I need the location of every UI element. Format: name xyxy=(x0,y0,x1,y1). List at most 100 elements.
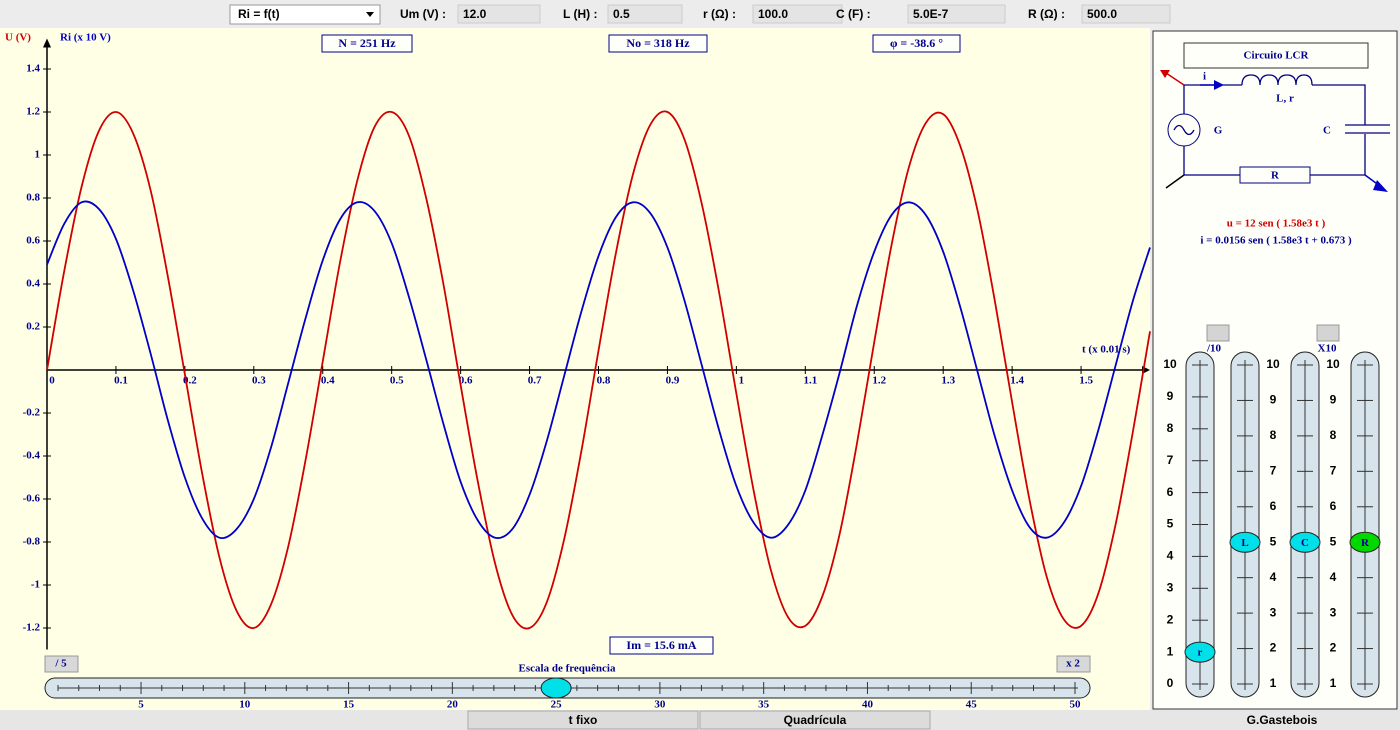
y-tick-label: 1 xyxy=(35,149,41,161)
resistor-label: R xyxy=(1271,170,1280,182)
frequency-tick-label: 25 xyxy=(551,699,563,711)
frequency-tick-label: 20 xyxy=(447,699,459,711)
field-value[interactable]: 5.0E-7 xyxy=(913,7,949,21)
field-value[interactable]: 100.0 xyxy=(758,7,788,21)
multiply-label: X10 xyxy=(1318,343,1337,355)
slider-knob-label[interactable]: C xyxy=(1301,537,1309,549)
slider-tick-label: 6 xyxy=(1167,485,1174,499)
frequency-tick-label: 5 xyxy=(138,699,144,711)
slider-tick-label: 10 xyxy=(1326,357,1340,371)
annotation-box xyxy=(608,34,708,53)
x-tick-label: 1 xyxy=(739,375,745,387)
slider-tick-label: 5 xyxy=(1270,534,1277,548)
increase-button[interactable] xyxy=(1056,655,1091,673)
x-tick-label: 1.3 xyxy=(941,375,955,387)
field-input[interactable] xyxy=(607,4,683,24)
y-tick-label: -0.4 xyxy=(23,450,41,462)
annotation: φ = -38.6 ° xyxy=(890,36,943,50)
x-tick-label: 0.4 xyxy=(321,375,335,387)
mode-select[interactable] xyxy=(229,4,381,25)
slider-knob[interactable] xyxy=(1184,641,1216,663)
current-label: i xyxy=(1203,71,1206,83)
slider-tick-label: 1 xyxy=(1270,676,1277,690)
divide-label: /10 xyxy=(1206,343,1222,355)
slider-knob[interactable] xyxy=(1229,531,1261,553)
capacitor-label: C xyxy=(1323,125,1331,137)
slider-tick-label: 4 xyxy=(1330,570,1337,584)
slider-tick-label: 7 xyxy=(1167,453,1174,467)
slider-tick-label: 6 xyxy=(1270,499,1277,513)
field-input[interactable] xyxy=(1081,4,1171,24)
slider-tick-label: 9 xyxy=(1167,389,1174,403)
frequency-knob[interactable] xyxy=(540,677,572,699)
x-tick-label: 1.4 xyxy=(1010,375,1024,387)
slider-tick-label: 8 xyxy=(1330,428,1337,442)
field-label: Um (V) : xyxy=(400,7,446,21)
slider-knob-label[interactable]: r xyxy=(1198,647,1203,659)
decrease-label[interactable]: / 5 xyxy=(54,658,67,670)
x-tick-label: 0.3 xyxy=(252,375,266,387)
slider-tick-label: 5 xyxy=(1167,517,1174,531)
capacitor xyxy=(1345,124,1390,134)
slider-tick-label: 2 xyxy=(1167,612,1174,626)
x-tick-label: 1.5 xyxy=(1079,375,1093,387)
equation-u: u = 12 sen ( 1.58e3 t ) xyxy=(1227,218,1326,230)
field-input[interactable] xyxy=(457,4,541,24)
resistor xyxy=(1239,166,1311,184)
dropdown-arrow xyxy=(366,12,374,17)
field-label: L (H) : xyxy=(563,7,597,21)
grid-label[interactable]: Quadrícula xyxy=(784,713,847,727)
generator-wave xyxy=(1173,124,1195,136)
ground xyxy=(1165,174,1185,189)
annotation: N = 251 Hz xyxy=(338,36,396,50)
slider-tick-label: 8 xyxy=(1167,421,1174,435)
slider-knob[interactable] xyxy=(1349,531,1381,553)
multiply-button[interactable] xyxy=(1316,324,1340,342)
voltage-arrow xyxy=(1165,72,1185,86)
slider-tick-label: 6 xyxy=(1330,499,1337,513)
annotation-box xyxy=(872,34,961,53)
frequency-scale: 5 10 15 20 25 30 35 40 45 50 xyxy=(57,677,1081,711)
x-tick-label: 0.5 xyxy=(390,375,404,387)
y-tick-label: 0.6 xyxy=(26,235,40,247)
field-input[interactable] xyxy=(752,4,843,24)
y-tick-label: 1.2 xyxy=(26,106,40,118)
slider-tick-label: 9 xyxy=(1330,393,1337,407)
divide-button[interactable] xyxy=(1206,324,1230,342)
mode-value[interactable]: Ri = f(t) xyxy=(238,7,280,21)
decrease-button[interactable] xyxy=(44,655,79,673)
field-value[interactable]: 12.0 xyxy=(463,7,487,21)
slider-tick-label: 4 xyxy=(1270,570,1277,584)
out-arrow-head xyxy=(1373,180,1388,192)
field-input[interactable] xyxy=(907,4,1006,24)
x-tick-label: 0 xyxy=(49,375,55,387)
x-tick-label: 0.7 xyxy=(528,375,542,387)
inductor xyxy=(1241,74,1313,86)
x-tick-label: 1.1 xyxy=(803,375,817,387)
y-tick-label: -0.6 xyxy=(23,493,41,505)
grid-button[interactable] xyxy=(699,710,931,730)
circuit-title-box xyxy=(1183,42,1369,69)
t-fixo-label[interactable]: t fixo xyxy=(569,713,598,727)
current-arrow-head xyxy=(1214,80,1224,90)
frequency-tick-label: 40 xyxy=(862,699,874,711)
y-tick-label: 0.4 xyxy=(26,278,40,290)
slider-tick-label: 4 xyxy=(1167,549,1174,563)
slider-tick-label: 1 xyxy=(1167,644,1174,658)
slider-tick-label: 5 xyxy=(1330,534,1337,548)
field-value[interactable]: 0.5 xyxy=(613,7,630,21)
slider-knob-label[interactable]: R xyxy=(1361,537,1370,549)
y-tick-label: -1.2 xyxy=(23,622,41,634)
field-value[interactable]: 500.0 xyxy=(1087,7,1117,21)
increase-label[interactable]: x 2 xyxy=(1066,658,1080,670)
annotation: Im = 15.6 mA xyxy=(626,638,697,652)
slider-knob[interactable] xyxy=(1289,531,1321,553)
circuit-title: Circuito LCR xyxy=(1244,50,1310,62)
slider-knob-label[interactable]: L xyxy=(1241,537,1248,549)
t-fixo-button[interactable] xyxy=(467,710,699,730)
slider-tick-label: 3 xyxy=(1330,605,1337,619)
y-tick-label: -1 xyxy=(31,579,40,591)
field-label: C (F) : xyxy=(836,7,871,21)
inductor-label: L, r xyxy=(1276,93,1294,105)
